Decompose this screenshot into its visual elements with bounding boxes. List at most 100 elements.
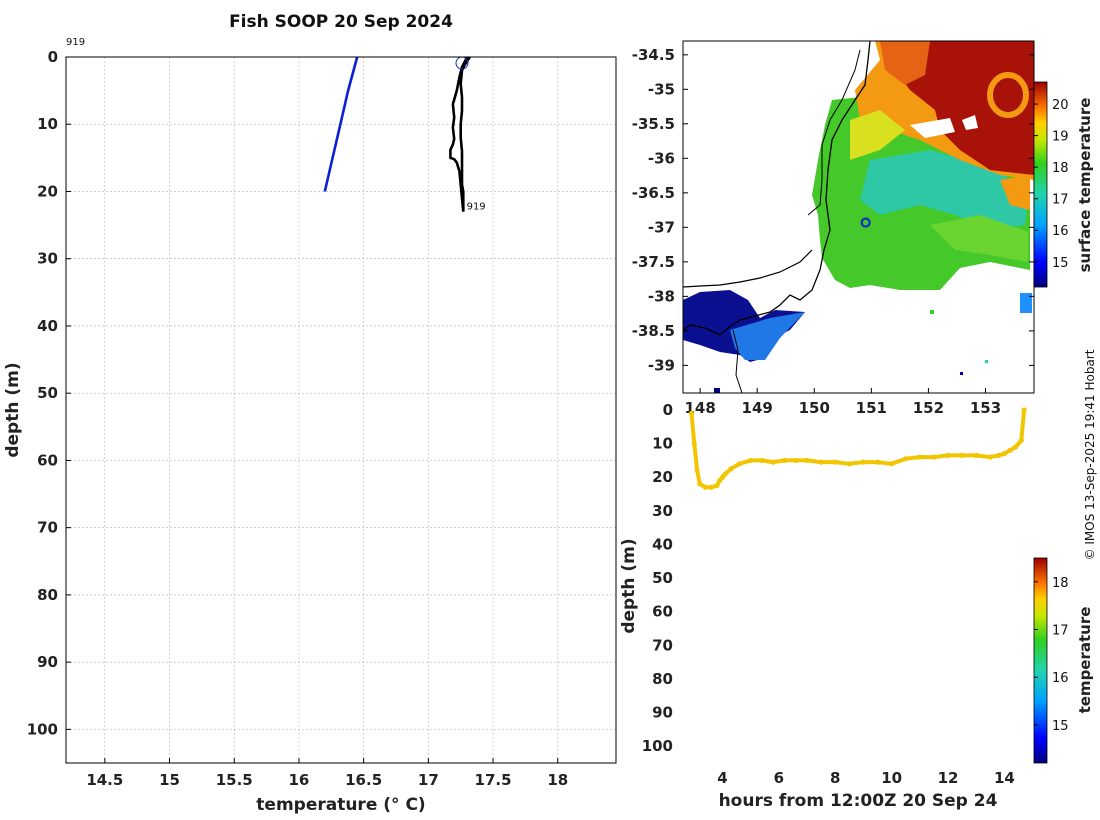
track-point bbox=[722, 471, 728, 477]
colorbar-tick-label: 19 bbox=[1052, 130, 1069, 145]
sst-patch-orange-2 bbox=[1000, 175, 1030, 210]
colorbar-tick-label: 16 bbox=[1052, 224, 1069, 239]
track-point bbox=[846, 461, 852, 467]
track-xtick-label: 4 bbox=[717, 769, 727, 787]
profile-ytick-label: 80 bbox=[37, 586, 58, 604]
track-point bbox=[973, 452, 979, 458]
profile-ytick-label: 0 bbox=[48, 48, 58, 66]
sst-patch-blue-east bbox=[1020, 293, 1032, 313]
track-ytick-label: 80 bbox=[652, 670, 673, 688]
coastline bbox=[683, 41, 871, 336]
ship-position-marker bbox=[860, 217, 871, 228]
profile-xtick-label: 15.5 bbox=[216, 771, 253, 789]
profile-xtick-label: 14.5 bbox=[86, 771, 123, 789]
track-point bbox=[931, 454, 937, 460]
profile-xtick-label: 18 bbox=[547, 771, 568, 789]
profile-grid bbox=[66, 56, 616, 763]
sst-map-panel: -34.5 -35 -35.5 -36 -36.5 -37 -37.5 -38 -38.5 -39… bbox=[632, 40, 1094, 417]
track-point bbox=[996, 452, 1002, 458]
track-point bbox=[728, 466, 734, 472]
track-point bbox=[714, 483, 720, 489]
track-ytick-label: 30 bbox=[652, 502, 673, 520]
track-panel: 0 10 20 30 40 50 60 70 80 90 100 4 6 8 10 12 14 hours fr… bbox=[619, 401, 1094, 811]
track-ytick-label: 20 bbox=[652, 468, 673, 486]
profile-lines: 919 919 bbox=[66, 37, 486, 213]
track-point bbox=[781, 457, 788, 464]
track-point bbox=[874, 459, 881, 465]
colorbar-tick-label: 17 bbox=[1052, 193, 1069, 208]
track-point bbox=[945, 452, 951, 458]
profile-ytick-label: 60 bbox=[37, 451, 58, 469]
colorbar-tick-label: 15 bbox=[1052, 719, 1069, 734]
track-point bbox=[832, 459, 838, 465]
credit-text: © IMOS 13-Sep-2025 19:41 Hobart bbox=[1083, 349, 1097, 560]
map-xtick-label: 151 bbox=[856, 399, 887, 417]
track-ytick-label: 100 bbox=[642, 737, 673, 755]
track-xtick-label: 12 bbox=[938, 769, 959, 787]
track-point bbox=[889, 461, 895, 467]
map-ytick-label: -35 bbox=[648, 80, 675, 98]
profile-series-climatology bbox=[323, 56, 359, 192]
sst-eddy bbox=[987, 72, 1029, 118]
profile-xtick-label: 16 bbox=[289, 771, 310, 789]
profile-panel: 919 919 14.5 15 15.5 16 16.5 17 17.5 18 0 10 20 30 40… bbox=[3, 37, 617, 815]
sst-colorbar bbox=[1033, 81, 1048, 288]
sst-patch-yellow bbox=[850, 110, 905, 160]
track-point bbox=[748, 457, 754, 464]
profile-ytick-label: 30 bbox=[37, 250, 58, 268]
profile-axes-frame bbox=[65, 56, 617, 764]
map-xtick-label: 152 bbox=[913, 399, 944, 417]
profile-ytick-label: 70 bbox=[37, 519, 58, 537]
track-point bbox=[691, 441, 697, 447]
profile-ytick-label: 40 bbox=[37, 317, 58, 335]
map-ytick-label: -36 bbox=[648, 149, 675, 167]
map-ytick-label: -39 bbox=[648, 356, 675, 374]
profile-annotation: 919 bbox=[66, 37, 85, 48]
track-point bbox=[1018, 437, 1024, 443]
tasmania-coast bbox=[732, 329, 743, 393]
track-ytick-label: 0 bbox=[663, 401, 673, 419]
track-point bbox=[759, 457, 765, 464]
track-point bbox=[770, 459, 776, 465]
profile-xtick-label: 15 bbox=[159, 771, 180, 789]
track-colorbar-label: temperature bbox=[1076, 607, 1094, 714]
track-ytick-label: 10 bbox=[652, 435, 673, 453]
map-xtick-label: 150 bbox=[799, 399, 830, 417]
profile-ytick-label: 100 bbox=[27, 720, 58, 738]
colorbar-tick-label: 17 bbox=[1052, 624, 1069, 639]
profile-ytick-label: 10 bbox=[37, 115, 58, 133]
map-ytick-label: -36.5 bbox=[632, 184, 675, 202]
track-point bbox=[1013, 444, 1019, 450]
profile-ylabel: depth (m) bbox=[3, 362, 23, 457]
track-point bbox=[1001, 451, 1007, 457]
track-colorbar-ticks: 15 16 17 18 bbox=[1034, 576, 1069, 734]
colorbar-tick-label: 20 bbox=[1052, 98, 1069, 113]
track-point bbox=[702, 484, 709, 490]
track-colorbar bbox=[1033, 557, 1048, 764]
map-ticks: -34.5 -35 -35.5 -36 -36.5 -37 -37.5 -38 -38.5 -39… bbox=[632, 46, 1034, 417]
track-point bbox=[1007, 447, 1013, 453]
track-ticks: 0 10 20 30 40 50 60 70 80 90 100 4 6 8 10 12 14 bbox=[642, 401, 1015, 787]
map-ytick-label: -38 bbox=[648, 287, 675, 305]
sst-map-field bbox=[683, 41, 1034, 393]
profile-xtick-label: 17 bbox=[418, 771, 439, 789]
figure-title: Fish SOOP 20 Sep 2024 bbox=[229, 12, 453, 32]
track-ytick-label: 50 bbox=[652, 569, 673, 587]
track-point bbox=[804, 457, 810, 464]
profile-ytick-label: 20 bbox=[37, 182, 58, 200]
sst-patch-lightgreen bbox=[930, 215, 1028, 262]
sst-colorbar-label: surface temperature bbox=[1076, 98, 1094, 273]
bass-strait-coast bbox=[683, 249, 813, 288]
track-point bbox=[793, 457, 799, 464]
profile-ytick-label: 90 bbox=[37, 653, 58, 671]
sst-patch-teal bbox=[860, 150, 1028, 230]
map-ytick-label: -37 bbox=[648, 218, 675, 236]
sst-cloud-gap-2 bbox=[962, 115, 978, 130]
track-points bbox=[688, 407, 1027, 490]
track-xlabel: hours from 12:00Z 20 Sep 24 bbox=[719, 791, 998, 811]
colorbar-tick-label: 18 bbox=[1052, 161, 1069, 176]
track-ytick-label: 40 bbox=[652, 535, 673, 553]
track-xtick-label: 8 bbox=[830, 769, 840, 787]
profile-ticks: 14.5 15 15.5 16 16.5 17 17.5 18 0 10 20 30 40 50 60 70 8… bbox=[27, 48, 569, 789]
